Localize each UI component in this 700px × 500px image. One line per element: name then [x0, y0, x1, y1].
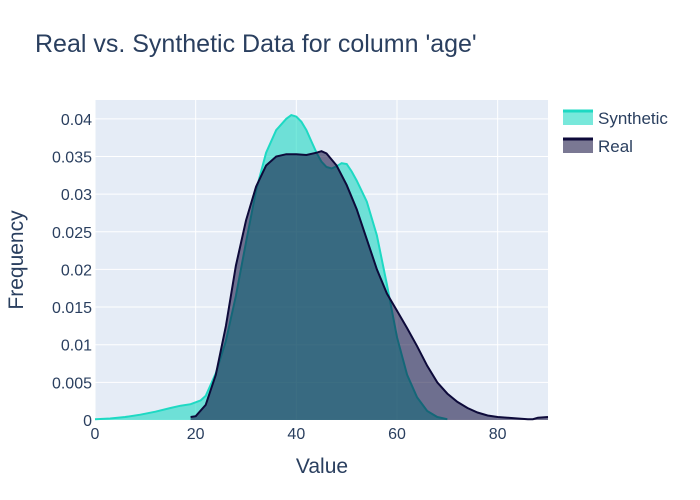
x-tick-label: 80 [489, 426, 507, 443]
x-tick-label: 0 [91, 426, 100, 443]
series-real[interactable] [190, 150, 549, 421]
x-axis-title: Value [296, 455, 348, 478]
series-area [190, 151, 548, 420]
x-tick-label: 40 [287, 426, 305, 443]
y-tick-label: 0.04 [61, 112, 92, 129]
y-tick-label: 0 [83, 413, 92, 430]
y-tick-label: 0.02 [61, 262, 92, 279]
y-axis-title: Frequency [5, 210, 28, 310]
legend-item-synthetic[interactable]: Synthetic [563, 109, 668, 128]
chart-title: Real vs. Synthetic Data for column 'age' [35, 30, 477, 58]
y-tick-label: 0.005 [52, 375, 92, 392]
legend-label: Real [598, 137, 633, 156]
legend-swatch-fill [563, 111, 593, 125]
legend-swatch-fill [563, 139, 593, 153]
y-tick-label: 0.03 [61, 187, 92, 204]
series-line [190, 150, 549, 421]
series-layer [94, 113, 549, 421]
legend[interactable]: Synthetic Real [563, 109, 668, 156]
y-tick-label: 0.035 [52, 149, 92, 166]
legend-label: Synthetic [598, 109, 668, 128]
axis-ticks: 0 0.005 0.01 0.015 0.02 0.025 0.03 0.035 0.04 0 20… [52, 112, 507, 443]
y-tick-label: 0.01 [61, 338, 92, 355]
series-line [94, 113, 448, 421]
x-tick-label: 60 [388, 426, 406, 443]
y-tick-label: 0.025 [52, 225, 92, 242]
x-tick-label: 20 [187, 426, 205, 443]
y-tick-label: 0.015 [52, 300, 92, 317]
legend-item-real[interactable]: Real [563, 137, 633, 156]
